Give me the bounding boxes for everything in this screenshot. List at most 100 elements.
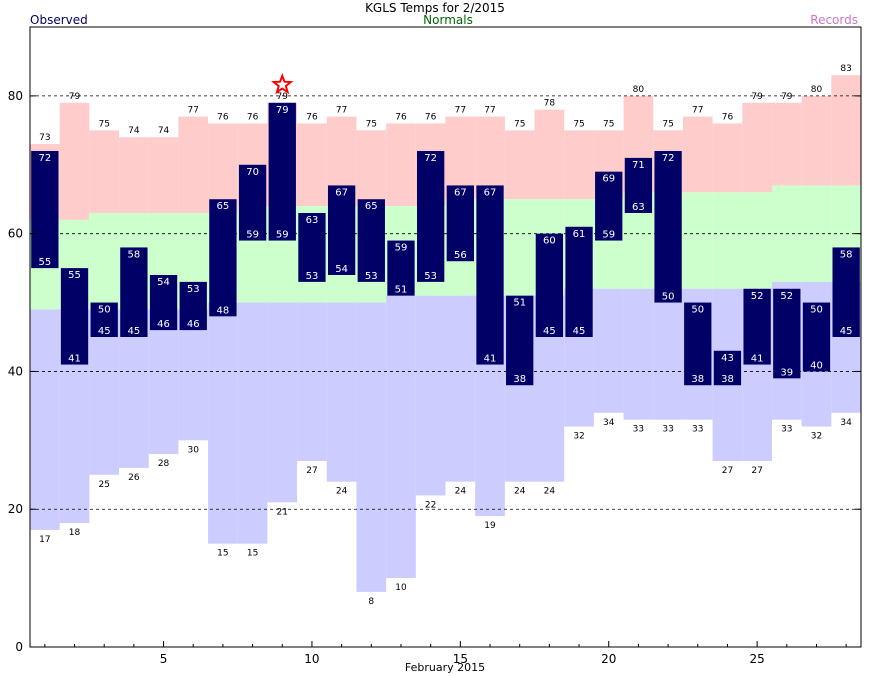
record-low-label: 33	[781, 425, 792, 435]
y-tick-label: 40	[8, 364, 23, 378]
record-low-band	[237, 302, 268, 544]
record-low-band	[178, 309, 209, 441]
normal-band	[682, 192, 713, 289]
observed-high-label: 53	[187, 284, 200, 295]
observed-bar	[743, 288, 771, 365]
observed-low-label: 63	[632, 202, 645, 213]
record-high-band	[89, 130, 120, 213]
record-low-band	[356, 302, 387, 592]
record-low-label: 19	[484, 521, 496, 531]
observed-high-label: 52	[751, 291, 764, 302]
observed-bar	[654, 151, 682, 303]
record-low-label: 27	[722, 466, 733, 476]
record-low-band	[297, 302, 327, 461]
record-high-label: 79	[751, 92, 763, 102]
observed-high-label: 72	[424, 153, 437, 164]
x-axis-label: February 2015	[405, 661, 485, 674]
record-low-band	[415, 295, 446, 496]
observed-low-label: 53	[424, 271, 437, 282]
record-low-label: 10	[395, 583, 407, 593]
record-high-band	[356, 130, 387, 207]
observed-low-label: 38	[691, 374, 704, 385]
record-low-label: 34	[603, 418, 615, 428]
record-low-label: 15	[217, 549, 228, 559]
normal-band	[712, 192, 743, 289]
record-high-band	[831, 75, 861, 186]
record-high-band	[59, 102, 90, 220]
observed-bar	[802, 302, 831, 372]
observed-bar	[624, 157, 653, 213]
record-low-label: 30	[188, 445, 200, 455]
record-low-label: 15	[247, 549, 258, 559]
normal-band	[504, 199, 535, 296]
observed-bar	[446, 185, 474, 262]
observed-low-label: 48	[217, 305, 230, 316]
record-high-label: 79	[781, 92, 793, 102]
x-tick-label: 20	[601, 652, 616, 666]
record-low-label: 24	[455, 487, 467, 497]
plot-area: 73 17 79 18 75 25 74 26 74 28 77 30 76 15 76 15 79 21 76 27…	[8, 26, 862, 666]
x-tick-label: 15	[453, 652, 468, 666]
record-low-band	[148, 309, 179, 455]
record-high-label: 76	[395, 112, 407, 122]
record-high-label: 77	[455, 106, 466, 116]
observed-high-label: 65	[217, 201, 230, 212]
record-high-label: 75	[366, 119, 377, 129]
record-low-label: 26	[128, 473, 140, 483]
observed-low-label: 45	[840, 326, 853, 337]
legend-records: Records	[810, 13, 858, 27]
y-tick-label: 0	[15, 640, 23, 654]
record-low-band	[267, 302, 298, 503]
observed-high-label: 59	[395, 243, 408, 254]
observed-bar	[90, 302, 118, 337]
record-high-band	[564, 130, 594, 200]
observed-bar	[179, 281, 207, 331]
record-high-label: 76	[425, 112, 437, 122]
record-high-label: 75	[662, 119, 673, 129]
record-high-label: 77	[188, 106, 199, 116]
record-low-label: 18	[69, 528, 81, 538]
record-high-label: 76	[217, 112, 229, 122]
record-star-icon	[271, 72, 294, 95]
observed-high-label: 43	[721, 353, 734, 364]
record-low-label: 27	[751, 466, 762, 476]
normal-band	[89, 213, 120, 310]
observed-low-label: 41	[751, 354, 764, 365]
record-high-label: 75	[603, 119, 614, 129]
record-high-label: 73	[39, 133, 50, 143]
plot-frame	[29, 26, 862, 648]
observed-bar	[773, 288, 801, 379]
observed-bar	[832, 247, 860, 337]
observed-low-label: 45	[98, 326, 111, 337]
record-high-label: 78	[544, 99, 556, 109]
record-low-band	[445, 295, 476, 482]
observed-bar	[268, 102, 296, 241]
observed-high-label: 67	[484, 187, 497, 198]
record-low-band	[623, 288, 654, 420]
x-tick-label: 10	[304, 652, 319, 666]
record-high-label: 76	[306, 112, 318, 122]
record-low-label: 28	[158, 459, 170, 469]
observed-high-label: 67	[335, 187, 348, 198]
observed-low-label: 39	[780, 367, 793, 378]
observed-bar	[60, 268, 89, 365]
record-low-band	[326, 302, 357, 482]
record-low-label: 21	[277, 507, 288, 517]
record-low-label: 27	[306, 466, 317, 476]
observed-low-label: 50	[662, 292, 675, 303]
record-high-label: 80	[811, 85, 823, 95]
y-tick-label: 60	[8, 227, 23, 241]
observed-low-label: 45	[543, 326, 556, 337]
record-low-band	[653, 288, 683, 420]
record-high-label: 74	[128, 126, 140, 136]
observed-high-label: 79	[276, 105, 289, 116]
record-high-label: 75	[573, 119, 584, 129]
observed-low-label: 38	[721, 374, 734, 385]
observed-low-label: 45	[128, 326, 141, 337]
record-low-label: 34	[840, 418, 852, 428]
observed-low-label: 51	[395, 285, 408, 296]
record-low-band	[593, 288, 624, 413]
record-low-label: 17	[39, 535, 50, 545]
observed-high-label: 58	[128, 249, 141, 260]
observed-low-label: 53	[365, 271, 378, 282]
